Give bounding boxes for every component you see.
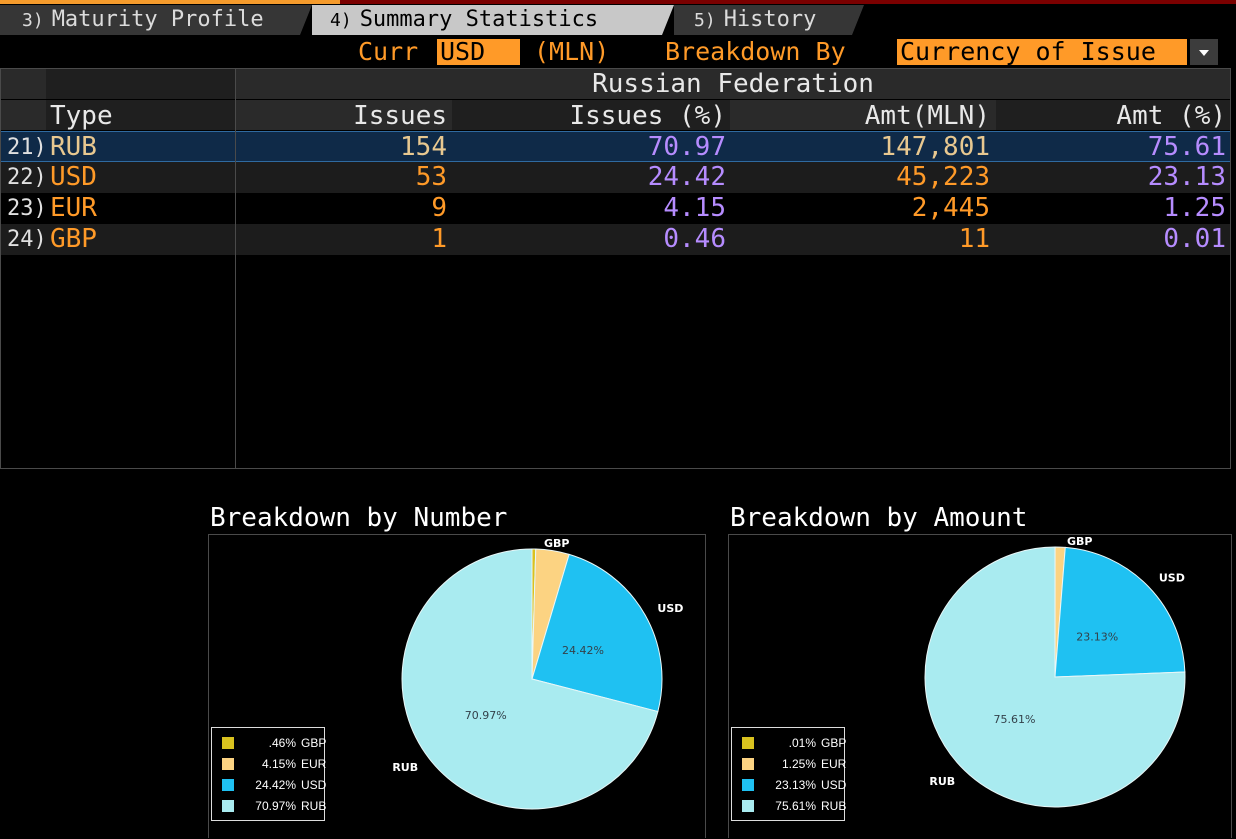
chart-title-number: Breakdown by Number xyxy=(210,503,507,533)
slice-category-label: GBP xyxy=(1067,535,1092,548)
legend-swatch xyxy=(222,758,234,770)
row-amount-pct: 75.61 xyxy=(996,132,1226,163)
currency-field[interactable]: USD xyxy=(437,39,520,65)
breakdown-select[interactable]: Currency of Issue xyxy=(897,39,1187,65)
row-index: 23) xyxy=(7,193,43,224)
legend-pct: 24.42% xyxy=(236,777,296,793)
top-color-strip xyxy=(0,0,1236,4)
tab-summary-statistics[interactable]: 4) Summary Statistics xyxy=(312,5,674,35)
row-index: 21) xyxy=(7,132,43,163)
slice-category-label: RUB xyxy=(392,761,418,774)
legend-name: RUB xyxy=(301,798,326,814)
row-amount: 45,223 xyxy=(731,162,990,193)
legend-name: EUR xyxy=(301,756,326,772)
tab-label: History xyxy=(724,7,817,32)
row-type: USD xyxy=(50,162,97,193)
legend-pct: 4.15% xyxy=(236,756,296,772)
column-header-amount[interactable]: Amt(MLN) xyxy=(731,100,990,130)
row-issues-pct: 24.42 xyxy=(452,162,726,193)
slice-category-label: USD xyxy=(1159,571,1185,584)
legend-swatch xyxy=(222,737,234,749)
chevron-down-icon[interactable] xyxy=(1190,39,1218,65)
row-index: 24) xyxy=(7,224,43,255)
row-index: 22) xyxy=(7,162,43,193)
legend-pct: 23.13% xyxy=(756,777,816,793)
header-spacer xyxy=(46,69,235,99)
column-divider xyxy=(235,69,236,468)
slice-percent-label: 70.97% xyxy=(465,709,507,722)
legend-swatch xyxy=(742,779,754,791)
unit-label: (MLN) xyxy=(534,36,609,68)
row-amount: 11 xyxy=(731,224,990,255)
legend-name: GBP xyxy=(301,735,326,751)
legend-swatch xyxy=(742,800,754,812)
table-row[interactable]: 22) USD 53 24.42 45,223 23.13 xyxy=(1,162,1230,193)
table-group-title: Russian Federation xyxy=(236,69,1230,99)
tab-number: 5) xyxy=(694,10,716,31)
tab-number: 3) xyxy=(22,10,44,31)
legend-pct: 1.25% xyxy=(756,756,816,772)
options-bar: Curr USD (MLN) Breakdown By Currency of … xyxy=(0,36,1236,68)
row-type: RUB xyxy=(50,132,97,163)
tab-maturity-profile[interactable]: 3) Maturity Profile xyxy=(0,5,312,35)
legend-name: RUB xyxy=(821,798,846,814)
tab-number: 4) xyxy=(330,10,352,31)
tab-label: Maturity Profile xyxy=(52,7,264,32)
row-type: GBP xyxy=(50,224,97,255)
row-issues: 1 xyxy=(241,224,447,255)
row-issues: 154 xyxy=(241,132,447,163)
table-row[interactable]: 21) RUB 154 70.97 147,801 75.61 xyxy=(1,131,1230,162)
table-row[interactable]: 23) EUR 9 4.15 2,445 1.25 xyxy=(1,193,1230,224)
tab-label: Summary Statistics xyxy=(360,7,598,32)
row-amount: 147,801 xyxy=(731,132,990,163)
summary-table: Russian Federation Type Issues Issues (%… xyxy=(0,68,1231,469)
legend-pct: 70.97% xyxy=(236,798,296,814)
legend-swatch xyxy=(222,800,234,812)
slice-category-label: USD xyxy=(657,602,683,615)
row-issues: 53 xyxy=(241,162,447,193)
slice-percent-label: 24.42% xyxy=(562,644,604,657)
row-issues-pct: 4.15 xyxy=(452,193,726,224)
active-section-indicator xyxy=(0,0,340,4)
legend-swatch xyxy=(742,758,754,770)
column-header-amount-pct[interactable]: Amt (%) xyxy=(996,100,1226,130)
legend-name: USD xyxy=(821,777,846,793)
row-issues-pct: 0.46 xyxy=(452,224,726,255)
row-issues-pct: 70.97 xyxy=(452,132,726,163)
row-amount-pct: 23.13 xyxy=(996,162,1226,193)
legend-amount: .01% GBP 1.25% EUR 23.13% USD 75.61% RUB xyxy=(731,727,845,821)
legend-swatch xyxy=(742,737,754,749)
chart-title-amount: Breakdown by Amount xyxy=(730,503,1027,533)
tab-history[interactable]: 5) History xyxy=(674,5,864,35)
column-header-issues[interactable]: Issues xyxy=(241,100,447,130)
legend-pct: .01% xyxy=(756,735,816,751)
currency-label: Curr xyxy=(358,36,418,68)
breakdown-label: Breakdown By xyxy=(665,36,846,68)
legend-name: EUR xyxy=(821,756,846,772)
row-issues: 9 xyxy=(241,193,447,224)
legend-name: USD xyxy=(301,777,326,793)
chart-amount: GBP USD 23.13% RUB 75.61% .01% GBP 1.25% EUR 2… xyxy=(728,534,1232,838)
legend-number: .46% GBP 4.15% EUR 24.42% USD 70.97% RUB xyxy=(211,727,325,821)
legend-pct: 75.61% xyxy=(756,798,816,814)
table-column-header: Type Issues Issues (%) Amt(MLN) Amt (%) xyxy=(1,100,1230,130)
row-type: EUR xyxy=(50,193,97,224)
legend-pct: .46% xyxy=(236,735,296,751)
legend-swatch xyxy=(222,779,234,791)
column-header-type[interactable]: Type xyxy=(50,100,113,130)
row-amount-pct: 0.01 xyxy=(996,224,1226,255)
slice-category-label: RUB xyxy=(929,775,955,788)
slice-category-label: GBP xyxy=(544,537,569,550)
slice-percent-label: 23.13% xyxy=(1076,630,1118,643)
slice-percent-label: 75.61% xyxy=(993,713,1035,726)
legend-name: GBP xyxy=(821,735,846,751)
table-group-header: Russian Federation xyxy=(1,69,1230,99)
row-amount-pct: 1.25 xyxy=(996,193,1226,224)
row-amount: 2,445 xyxy=(731,193,990,224)
table-row[interactable]: 24) GBP 1 0.46 11 0.01 xyxy=(1,224,1230,255)
pie-slice-usd xyxy=(1055,547,1185,677)
chart-number: GBP USD 24.42% RUB 70.97% .46% GBP 4.15% EUR 2… xyxy=(208,534,706,838)
column-header-issues-pct[interactable]: Issues (%) xyxy=(452,100,726,130)
